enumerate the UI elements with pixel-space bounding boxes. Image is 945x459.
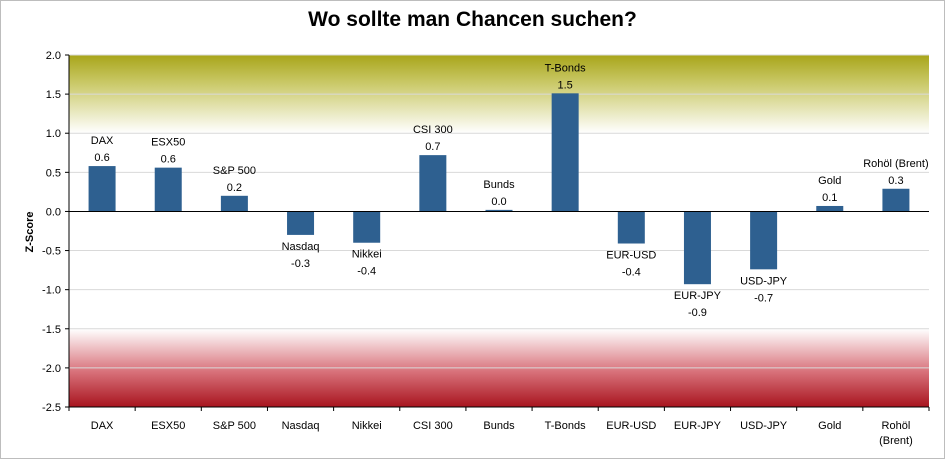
y-tick-label: -1.5 [42, 324, 61, 336]
y-tick-label: 2.0 [46, 50, 61, 62]
data-label-value: 0.0 [491, 196, 506, 208]
chart-title: Wo sollte man Chancen suchen? [308, 8, 637, 31]
bar [419, 155, 447, 212]
data-label-name: CSI 300 [413, 124, 453, 136]
x-tick-label: CSI 300 [413, 420, 453, 432]
data-label-name: S&P 500 [213, 165, 256, 177]
data-label-value: 0.6 [94, 152, 109, 164]
x-tick-label: Rohöl (Brent) [879, 420, 913, 447]
x-tick-label: ESX50 [151, 420, 185, 432]
data-label-name: ESX50 [151, 137, 185, 149]
data-label-value: -0.4 [357, 266, 376, 278]
bars [88, 93, 910, 285]
data-label-name: T-Bonds [545, 62, 586, 74]
data-label-value: 1.5 [558, 79, 573, 91]
y-tick-label: -0.5 [42, 246, 61, 258]
y-tick-label: -2.0 [42, 363, 61, 375]
y-tick-label: 0.5 [46, 167, 61, 179]
y-tick-label: -1.0 [42, 285, 61, 297]
y-tick-label: 0.0 [46, 206, 61, 218]
bar [154, 167, 182, 212]
x-tick-label: USD-JPY [740, 420, 788, 432]
gridlines: 2.0 1.5 1.0 0.5 0.0 -0.5 -1.0 -1.5 -2.0 -2.5 [42, 50, 929, 414]
bar [551, 93, 579, 212]
data-label-value: 0.6 [161, 154, 176, 166]
axes: DAX ESX50 S&P 500 Nasdaq Nikkei CSI 300 Bunds T… [68, 55, 930, 447]
data-label-value: -0.3 [291, 258, 310, 270]
background-bands [69, 55, 929, 407]
x-tick-label: Bunds [483, 420, 515, 432]
x-tick-label: Nasdaq [282, 420, 320, 432]
bar [683, 211, 711, 285]
data-label-value: 0.7 [425, 141, 440, 153]
x-tick-label: Nikkei [352, 420, 382, 432]
data-label-name: Gold [818, 175, 841, 187]
data-label-value: 0.2 [227, 182, 242, 194]
x-tick-label: EUR-USD [606, 420, 656, 432]
data-label-name: Rohöl (Brent) [863, 158, 928, 170]
data-label-name: Nikkei [352, 249, 382, 261]
data-label-value: -0.4 [622, 267, 641, 279]
data-label-value: -0.7 [754, 292, 773, 304]
bar [882, 188, 910, 212]
data-label-value: -0.9 [688, 307, 707, 319]
bar [617, 211, 645, 244]
data-label-name: Bunds [483, 179, 515, 191]
y-tick-label: 1.0 [46, 128, 61, 140]
y-tick-label: 1.5 [46, 89, 61, 101]
bar [485, 209, 513, 212]
x-tick-label: S&P 500 [213, 420, 256, 432]
bar [816, 205, 844, 212]
bar [220, 195, 248, 212]
data-label-name: DAX [91, 135, 114, 147]
x-tick-label: EUR-JPY [674, 420, 722, 432]
x-tick-label: DAX [91, 420, 114, 432]
bar [750, 211, 778, 270]
bar [353, 211, 381, 243]
data-label-name: Nasdaq [282, 241, 320, 253]
x-tick-label: Gold [818, 420, 841, 432]
data-labels: DAX 0.6 ESX50 0.6 S&P 500 0.2 Nasdaq -0.3 Nikkei… [91, 62, 929, 319]
data-label-name: EUR-USD [606, 250, 656, 262]
data-label-value: 0.3 [888, 175, 903, 187]
x-tick-label: T-Bonds [545, 420, 586, 432]
data-label-name: EUR-JPY [674, 290, 722, 302]
bar [287, 211, 315, 235]
data-label-value: 0.1 [822, 192, 837, 204]
data-label-name: USD-JPY [740, 275, 788, 287]
y-tick-label: -2.5 [42, 402, 61, 414]
bar [88, 166, 116, 212]
